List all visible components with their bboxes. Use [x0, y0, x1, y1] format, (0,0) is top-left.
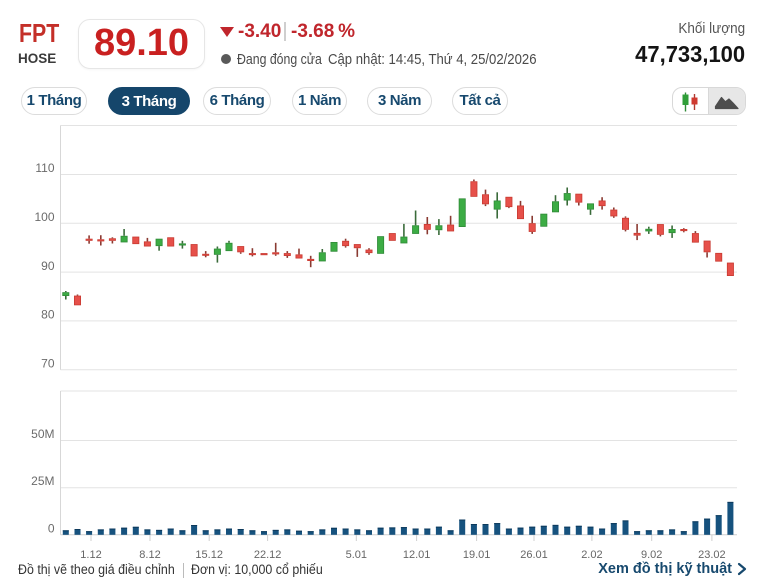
svg-text:9.02: 9.02 — [641, 549, 662, 561]
svg-text:22.12: 22.12 — [254, 549, 282, 561]
svg-text:23.02: 23.02 — [698, 549, 726, 561]
svg-text:8.12: 8.12 — [139, 549, 160, 561]
svg-text:110: 110 — [35, 161, 54, 175]
svg-text:1.12: 1.12 — [80, 549, 101, 561]
svg-text:12.01: 12.01 — [403, 549, 431, 561]
svg-text:5.01: 5.01 — [346, 549, 367, 561]
svg-text:19.01: 19.01 — [463, 549, 491, 561]
svg-text:2.02: 2.02 — [581, 549, 602, 561]
svg-text:100: 100 — [34, 210, 54, 224]
svg-text:25M: 25M — [31, 474, 54, 488]
svg-text:80: 80 — [41, 308, 55, 322]
svg-text:26.01: 26.01 — [520, 549, 548, 561]
svg-text:90: 90 — [41, 259, 55, 273]
svg-text:0: 0 — [48, 521, 55, 535]
svg-text:15.12: 15.12 — [195, 549, 223, 561]
svg-text:70: 70 — [41, 356, 55, 370]
svg-text:50M: 50M — [31, 427, 54, 441]
